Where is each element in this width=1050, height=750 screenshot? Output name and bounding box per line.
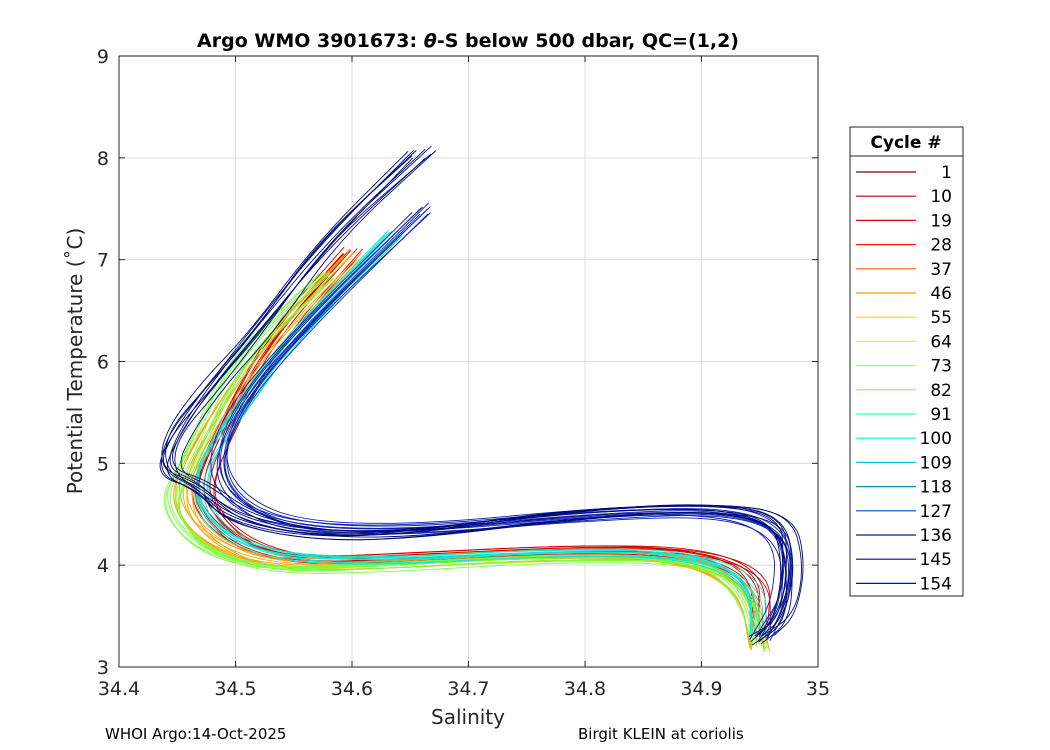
x-tick-label: 34.8	[564, 678, 606, 700]
y-tick-label: 8	[97, 148, 109, 170]
x-tick-label: 34.4	[98, 678, 140, 700]
legend-title: Cycle #	[870, 133, 941, 153]
profile-traces	[159, 145, 804, 653]
y-tick-label: 7	[97, 250, 109, 272]
y-tick-label: 5	[97, 453, 109, 475]
profile-trace	[197, 253, 755, 630]
profile-trace	[169, 148, 794, 637]
legend-entry-label: 136	[920, 526, 952, 546]
profile-trace	[186, 252, 764, 644]
y-tick-label: 6	[97, 352, 109, 374]
profile-trace	[163, 273, 753, 646]
y-axis-label: Potential Temperature (˚C)	[63, 228, 87, 495]
profile-trace	[180, 150, 804, 637]
profile-trace	[161, 155, 787, 642]
footer-credit-author: Birgit KLEIN at coriolis	[578, 725, 744, 743]
y-tick-label: 3	[97, 657, 109, 679]
legend-entry-label: 91	[930, 405, 952, 425]
legend-entry-label: 64	[930, 332, 952, 352]
x-tick-label: 34.5	[214, 678, 256, 700]
profile-trace	[165, 274, 753, 648]
y-tick-label: 4	[97, 555, 109, 577]
legend-entry-label: 127	[920, 502, 952, 522]
legend: Cycle # 1 10 19 28 37 46 55 64 73 82 91 100 109 118 12…	[849, 126, 964, 597]
legend-entry-label: 46	[930, 284, 952, 304]
legend-entry-label: 28	[930, 236, 952, 256]
profile-trace	[159, 157, 789, 643]
axis-ticks: 34.4 34.5 34.6 34.7 34.8 34.9 35 3 4 5 6 7 8 9	[97, 46, 830, 700]
legend-entry-label: 55	[930, 308, 952, 328]
legend-items: 1 10 19 28 37 46 55 64 73 82 91 100 109 118 127 136 145 1…	[856, 163, 952, 594]
profile-trace	[198, 246, 754, 625]
legend-entry-label: 109	[920, 453, 952, 473]
legend-box	[849, 126, 964, 597]
profile-trace	[193, 236, 752, 641]
legend-entry-label: 100	[920, 429, 952, 449]
x-axis-label: Salinity	[431, 705, 505, 729]
legend-entry-label: 118	[920, 478, 952, 498]
legend-entry-label: 73	[930, 357, 952, 377]
legend-entry-label: 19	[930, 211, 952, 231]
x-tick-label: 34.6	[331, 678, 373, 700]
profile-trace	[224, 208, 792, 639]
legend-entry-label: 10	[930, 187, 952, 207]
y-tick-label: 9	[97, 46, 109, 68]
x-tick-label: 35	[806, 678, 830, 700]
profile-trace	[197, 231, 752, 634]
legend-entry-label: 154	[920, 574, 952, 594]
profile-trace	[179, 278, 767, 652]
profile-trace	[174, 153, 793, 645]
x-tick-label: 34.7	[447, 678, 489, 700]
legend-entry-label: 145	[920, 550, 952, 570]
profile-trace	[161, 150, 782, 638]
x-tick-label: 34.9	[680, 678, 722, 700]
profile-trace	[226, 202, 791, 632]
legend-entry-label: 37	[930, 260, 952, 280]
profile-trace	[177, 277, 766, 650]
profile-trace	[163, 150, 787, 637]
footer-credit-date: WHOI Argo:14-Oct-2025	[105, 725, 287, 743]
profile-trace	[203, 235, 761, 640]
profile-trace	[208, 231, 767, 635]
legend-entry-label: 1	[941, 163, 952, 183]
chart-title: Argo WMO 3901673: θ-S below 500 dbar, QC…	[197, 30, 739, 52]
legend-entry-label: 82	[930, 381, 952, 401]
